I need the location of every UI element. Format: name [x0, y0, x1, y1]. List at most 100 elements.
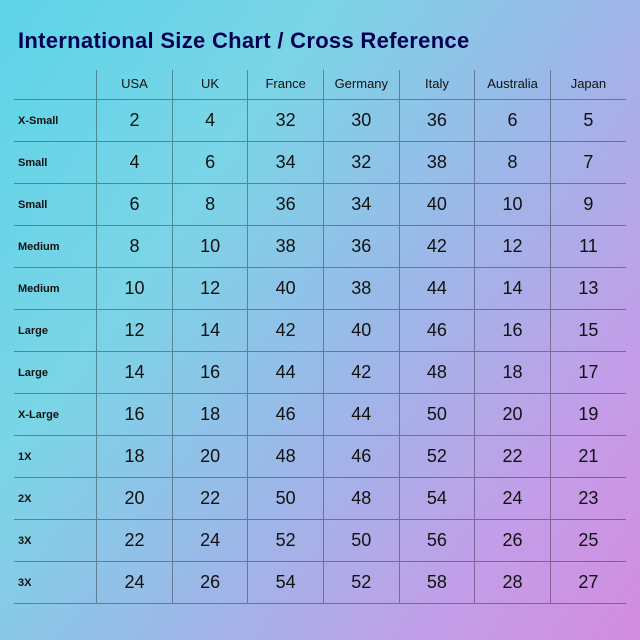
cell: 16 — [475, 310, 551, 352]
cell: 14 — [475, 268, 551, 310]
cell: 15 — [550, 310, 626, 352]
cell: 52 — [324, 562, 400, 604]
column-header: Germany — [324, 70, 400, 100]
cell: 14 — [172, 310, 248, 352]
cell: 12 — [97, 310, 173, 352]
table-row: 3X22245250562625 — [14, 520, 626, 562]
cell: 22 — [97, 520, 173, 562]
cell: 8 — [172, 184, 248, 226]
cell: 40 — [248, 268, 324, 310]
cell: 13 — [550, 268, 626, 310]
cell: 16 — [172, 352, 248, 394]
cell: 26 — [172, 562, 248, 604]
cell: 34 — [248, 142, 324, 184]
cell: 18 — [172, 394, 248, 436]
cell: 21 — [550, 436, 626, 478]
cell: 22 — [172, 478, 248, 520]
row-label: X-Large — [14, 394, 97, 436]
table-row: Medium8103836421211 — [14, 226, 626, 268]
cell: 28 — [475, 562, 551, 604]
cell: 23 — [550, 478, 626, 520]
table-body: X-Small2432303665Small4634323887Small683… — [14, 100, 626, 604]
cell: 8 — [97, 226, 173, 268]
column-header: UK — [172, 70, 248, 100]
chart-container: International Size Chart / Cross Referen… — [0, 0, 640, 618]
row-label: Small — [14, 142, 97, 184]
cell: 48 — [324, 478, 400, 520]
table-row: X-Small2432303665 — [14, 100, 626, 142]
cell: 42 — [399, 226, 475, 268]
row-label: X-Small — [14, 100, 97, 142]
table-row: 2X20225048542423 — [14, 478, 626, 520]
cell: 40 — [399, 184, 475, 226]
row-label: Medium — [14, 268, 97, 310]
cell: 52 — [248, 520, 324, 562]
cell: 36 — [248, 184, 324, 226]
cell: 24 — [475, 478, 551, 520]
table-row: Large14164442481817 — [14, 352, 626, 394]
cell: 46 — [399, 310, 475, 352]
cell: 38 — [399, 142, 475, 184]
cell: 46 — [324, 436, 400, 478]
column-header: Italy — [399, 70, 475, 100]
cell: 18 — [97, 436, 173, 478]
row-label: 3X — [14, 520, 97, 562]
cell: 58 — [399, 562, 475, 604]
cell: 9 — [550, 184, 626, 226]
cell: 36 — [324, 226, 400, 268]
cell: 12 — [172, 268, 248, 310]
column-header: Japan — [550, 70, 626, 100]
cell: 18 — [475, 352, 551, 394]
row-label: 2X — [14, 478, 97, 520]
cell: 52 — [399, 436, 475, 478]
cell: 36 — [399, 100, 475, 142]
column-header: France — [248, 70, 324, 100]
cell: 24 — [172, 520, 248, 562]
table-row: Small68363440109 — [14, 184, 626, 226]
cell: 44 — [324, 394, 400, 436]
cell: 26 — [475, 520, 551, 562]
cell: 20 — [475, 394, 551, 436]
cell: 20 — [97, 478, 173, 520]
cell: 5 — [550, 100, 626, 142]
cell: 4 — [97, 142, 173, 184]
cell: 20 — [172, 436, 248, 478]
header-blank — [14, 70, 97, 100]
cell: 38 — [248, 226, 324, 268]
cell: 8 — [475, 142, 551, 184]
cell: 4 — [172, 100, 248, 142]
cell: 50 — [248, 478, 324, 520]
cell: 32 — [324, 142, 400, 184]
cell: 56 — [399, 520, 475, 562]
cell: 50 — [399, 394, 475, 436]
cell: 48 — [248, 436, 324, 478]
cell: 19 — [550, 394, 626, 436]
table-row: 1X18204846522221 — [14, 436, 626, 478]
cell: 46 — [248, 394, 324, 436]
table-head: USAUKFranceGermanyItalyAustraliaJapan — [14, 70, 626, 100]
cell: 27 — [550, 562, 626, 604]
row-label: Large — [14, 352, 97, 394]
cell: 54 — [399, 478, 475, 520]
table-row: Large12144240461615 — [14, 310, 626, 352]
cell: 16 — [97, 394, 173, 436]
cell: 25 — [550, 520, 626, 562]
row-label: Large — [14, 310, 97, 352]
column-header: Australia — [475, 70, 551, 100]
header-row: USAUKFranceGermanyItalyAustraliaJapan — [14, 70, 626, 100]
cell: 6 — [97, 184, 173, 226]
cell: 54 — [248, 562, 324, 604]
cell: 6 — [172, 142, 248, 184]
row-label: Medium — [14, 226, 97, 268]
cell: 14 — [97, 352, 173, 394]
cell: 40 — [324, 310, 400, 352]
row-label: 3X — [14, 562, 97, 604]
cell: 42 — [324, 352, 400, 394]
cell: 32 — [248, 100, 324, 142]
cell: 34 — [324, 184, 400, 226]
cell: 12 — [475, 226, 551, 268]
cell: 44 — [248, 352, 324, 394]
table-row: X-Large16184644502019 — [14, 394, 626, 436]
cell: 11 — [550, 226, 626, 268]
cell: 17 — [550, 352, 626, 394]
